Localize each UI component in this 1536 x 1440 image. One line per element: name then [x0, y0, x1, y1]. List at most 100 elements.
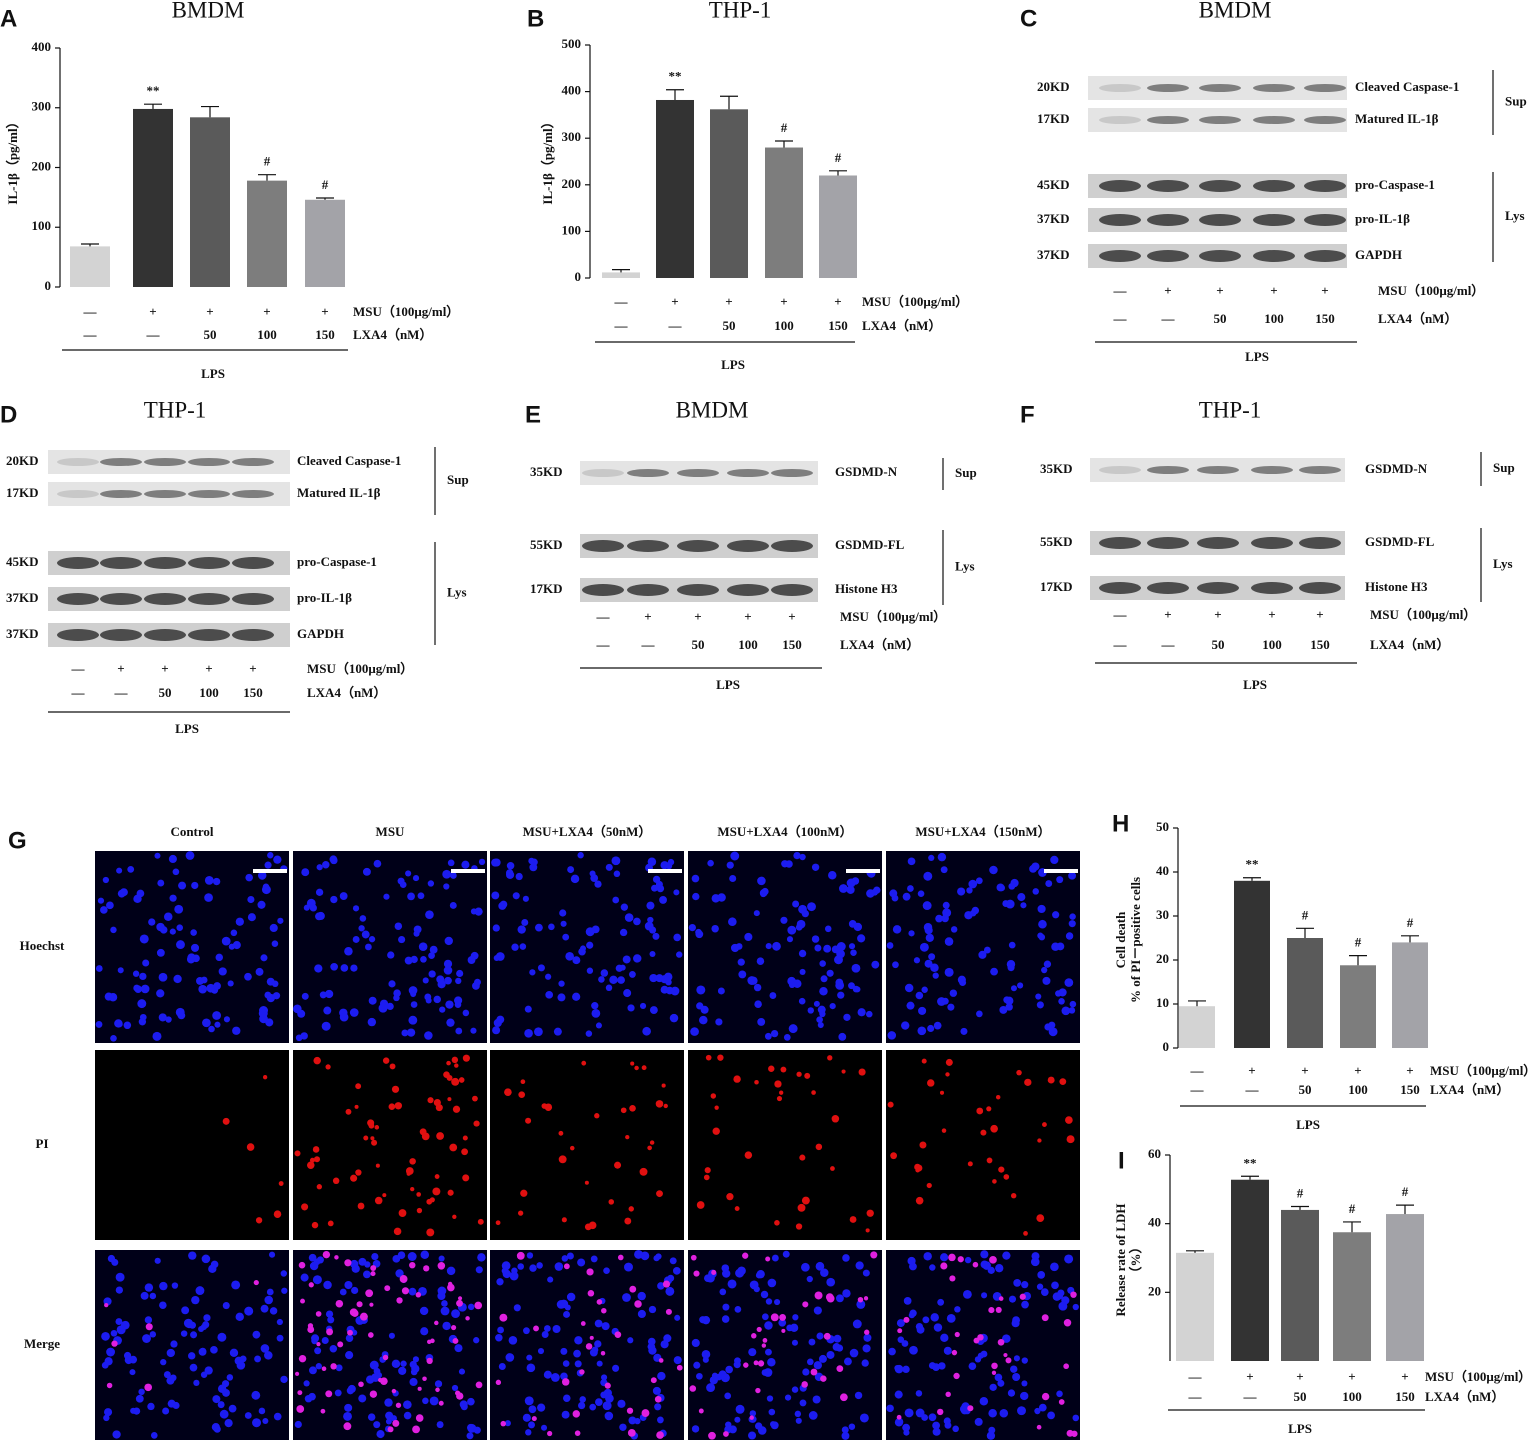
cell	[244, 1306, 254, 1316]
cell	[574, 1360, 582, 1368]
cell	[278, 1181, 284, 1186]
cell	[315, 1311, 322, 1317]
cell	[358, 1257, 367, 1266]
cell	[359, 915, 367, 922]
cell	[906, 1001, 915, 1010]
cell	[820, 1268, 829, 1277]
cell	[753, 1360, 759, 1366]
cell	[789, 1323, 799, 1332]
condition-value: —	[83, 304, 98, 319]
cell	[389, 1063, 396, 1070]
y-tick-label: 20	[1148, 1283, 1161, 1298]
cell	[355, 1083, 362, 1090]
cell	[673, 933, 682, 942]
cell	[915, 991, 924, 1000]
cell	[264, 1351, 273, 1360]
cell	[230, 929, 238, 937]
cell	[691, 874, 700, 883]
cell	[106, 901, 114, 910]
cell	[841, 1426, 849, 1434]
cell	[560, 920, 567, 927]
cell	[1068, 1007, 1076, 1014]
cell	[590, 874, 599, 883]
cell	[149, 1331, 157, 1338]
cell	[110, 1034, 117, 1042]
panel-letter: B	[527, 5, 544, 32]
cell	[324, 989, 334, 999]
cell	[329, 855, 338, 864]
significance-marker: **	[147, 83, 160, 98]
blot-band	[1304, 250, 1346, 262]
cell	[765, 1298, 773, 1305]
cell	[162, 1407, 170, 1415]
cell	[1013, 1355, 1020, 1362]
cell	[273, 1210, 282, 1218]
cell	[525, 1429, 532, 1436]
condition-value: 150	[1310, 637, 1330, 652]
y-axis-label: Release rate of LDH	[1113, 1204, 1128, 1317]
bar	[247, 180, 287, 287]
cell	[995, 1306, 1002, 1313]
cell	[116, 1325, 126, 1335]
cell	[269, 923, 278, 933]
cell	[669, 1257, 677, 1265]
cell	[553, 1027, 562, 1036]
cell	[873, 886, 881, 894]
cell	[495, 1220, 501, 1226]
cell	[524, 1005, 532, 1013]
cell	[967, 1161, 973, 1167]
cell	[450, 872, 457, 879]
cell	[795, 1223, 803, 1230]
cell	[316, 1256, 324, 1264]
cell	[296, 1405, 305, 1413]
cell	[949, 989, 958, 997]
cell	[472, 1095, 478, 1102]
cell	[976, 1107, 984, 1115]
cell	[108, 992, 118, 1002]
cell	[436, 975, 445, 984]
cell	[624, 1217, 632, 1225]
condition-value: 100	[774, 318, 794, 333]
cell	[466, 1432, 474, 1440]
cell	[1021, 1357, 1028, 1364]
cell	[730, 851, 740, 861]
cell	[747, 976, 757, 985]
cell	[980, 1129, 987, 1136]
cell	[403, 1411, 412, 1420]
cell	[427, 1339, 432, 1345]
cell	[625, 1134, 630, 1140]
cell	[604, 1382, 611, 1389]
cell	[815, 1261, 825, 1271]
cell	[536, 1262, 543, 1269]
cell	[831, 1115, 840, 1123]
condition-value: +	[206, 304, 213, 319]
group-label: LPS	[716, 677, 740, 692]
cell	[612, 896, 620, 904]
cell	[428, 952, 435, 959]
significance-marker: **	[1246, 857, 1259, 872]
cell	[344, 1403, 353, 1412]
cell	[169, 894, 177, 902]
cell	[432, 1187, 441, 1196]
cell	[969, 909, 977, 917]
blot-band	[1304, 84, 1346, 92]
cell	[135, 1394, 144, 1403]
cell	[387, 1426, 394, 1433]
cell	[110, 926, 117, 934]
panel-letter: G	[8, 827, 27, 854]
cell	[462, 1174, 470, 1182]
cell	[574, 1336, 583, 1345]
cell	[928, 953, 936, 961]
cell	[913, 957, 921, 964]
cell	[410, 1186, 415, 1192]
cell	[792, 900, 800, 908]
blot-band	[1147, 250, 1189, 262]
cell	[798, 949, 807, 958]
cell	[757, 1017, 766, 1026]
cell	[475, 1266, 483, 1274]
cell	[359, 1312, 368, 1321]
cell	[843, 1013, 851, 1021]
cell	[999, 1408, 1009, 1418]
cell	[940, 866, 948, 874]
cell	[857, 1008, 866, 1017]
